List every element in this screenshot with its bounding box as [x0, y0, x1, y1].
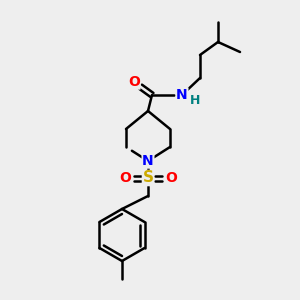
- Text: O: O: [128, 75, 140, 89]
- Text: O: O: [165, 171, 177, 185]
- Text: N: N: [142, 154, 154, 168]
- Text: N: N: [176, 88, 188, 102]
- Text: H: H: [190, 94, 200, 107]
- Text: O: O: [119, 171, 131, 185]
- Text: S: S: [142, 170, 154, 185]
